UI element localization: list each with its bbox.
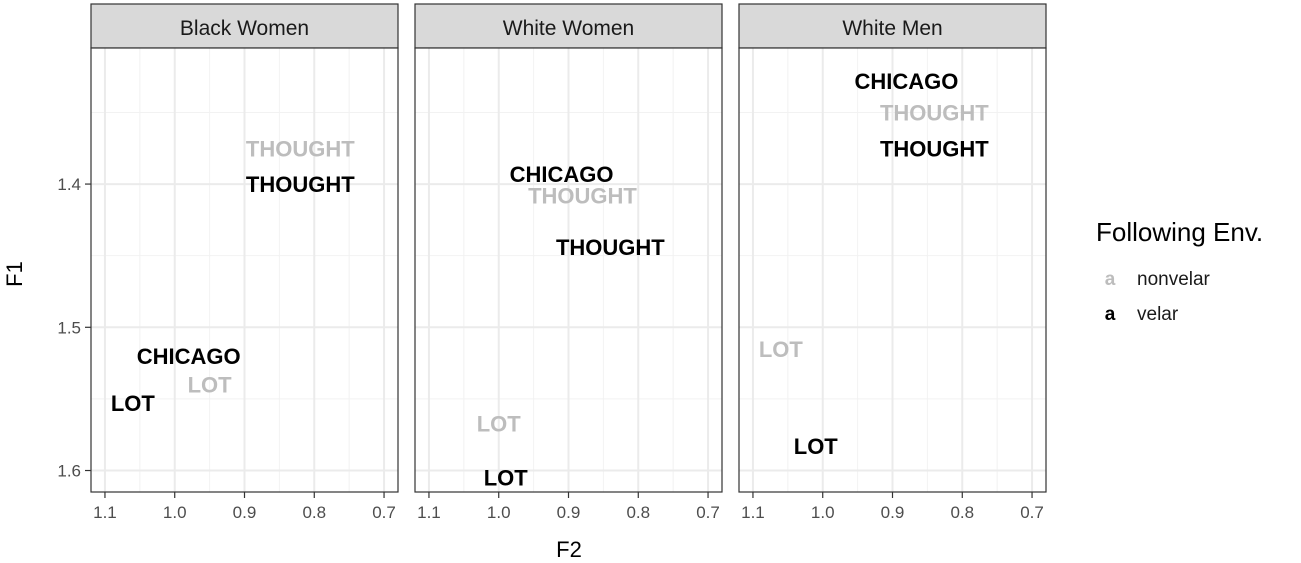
- panel-2-x-tick-label-4: 0.7: [1020, 503, 1044, 522]
- y-tick-label-0: 1.4: [57, 175, 81, 194]
- y-tick-label-1: 1.5: [57, 318, 81, 337]
- panel-2-strip: [738, 3, 1047, 49]
- panel-1: White WomenCHICAGOTHOUGHTTHOUGHTLOTLOT1.…: [414, 3, 723, 522]
- panel-1-title: White Women: [503, 17, 635, 40]
- panel-2-point-thought-velar: THOUGHT: [880, 136, 989, 161]
- legend-title: Following Env.: [1096, 217, 1263, 247]
- panel-2-x-tick-label-0: 1.1: [741, 503, 765, 522]
- panel-2-x-tick-label-2: 0.9: [881, 503, 905, 522]
- panel-0-x-tick-label-1: 1.0: [163, 503, 187, 522]
- panel-1-point-lot-nonvelar: LOT: [477, 411, 522, 436]
- panel-2: White Men CHICAGO THOUGHT THOUGHT LOT LOT 1.1 1…: [738, 3, 1047, 522]
- panel-2-point-lot-nonvelar: LOT: [759, 337, 804, 362]
- legend-label-velar: velar: [1137, 304, 1179, 325]
- panel-0-point-chicago-velar: CHICAGO: [137, 344, 241, 369]
- panel-1-point-thought-nonvelar: THOUGHT: [528, 184, 637, 209]
- panel-0-title: Black Women: [180, 17, 309, 40]
- panel-0-strip: [90, 3, 399, 49]
- panel-1-point-chicago-velar: CHICAGO: [510, 162, 614, 187]
- panel-1-strip: [414, 3, 723, 49]
- panel-1-x-tick-label-2: 0.9: [557, 503, 581, 522]
- panel-0-x-tick-label-0: 1.1: [93, 503, 117, 522]
- panel-0-point-lot-nonvelar: LOT: [188, 373, 233, 398]
- panel-1-point-thought-velar: THOUGHT: [556, 235, 665, 260]
- panel-2-point-thought-nonvelar: THOUGHT: [880, 100, 989, 125]
- x-axis-title: F2: [556, 537, 582, 562]
- y-tick-label-2: 1.6: [57, 462, 81, 481]
- panel-2-point-lot-velar: LOT: [794, 434, 839, 459]
- panel-0-point-thought-velar: THOUGHT: [246, 172, 355, 197]
- panel-2-point-chicago-velar: CHICAGO: [855, 69, 959, 94]
- panel-0-point-thought-nonvelar: THOUGHT: [246, 136, 355, 161]
- y-axis-title: F1: [2, 261, 27, 287]
- panel-0-x-tick-label-3: 0.8: [302, 503, 326, 522]
- panel-0: Black Women THOUGHT THOUGHT CHICAGO LOT LOT 1.…: [90, 3, 399, 522]
- panel-2-title: White Men: [842, 17, 942, 40]
- panel-1-x-tick-label-0: 1.1: [417, 503, 441, 522]
- panel-0-x-tick-label-4: 0.7: [372, 503, 396, 522]
- legend-key-nonvelar: a: [1105, 269, 1116, 290]
- panel-2-x-tick-label-1: 1.0: [811, 503, 835, 522]
- panel-1-x-tick-label-1: 1.0: [487, 503, 511, 522]
- panel-0-x-tick-label-2: 0.9: [233, 503, 257, 522]
- panel-0-point-lot-velar: LOT: [111, 391, 156, 416]
- panel-2-x-tick-label-3: 0.8: [950, 503, 974, 522]
- panel-1-x-tick-label-4: 0.7: [696, 503, 720, 522]
- panel-1-x-tick-label-3: 0.8: [626, 503, 650, 522]
- panel-1-point-lot-velar: LOT: [484, 466, 529, 491]
- legend-key-velar: a: [1105, 304, 1116, 325]
- legend-label-nonvelar: nonvelar: [1137, 269, 1211, 290]
- legend: Following Env. a nonvelar a velar: [1096, 217, 1263, 325]
